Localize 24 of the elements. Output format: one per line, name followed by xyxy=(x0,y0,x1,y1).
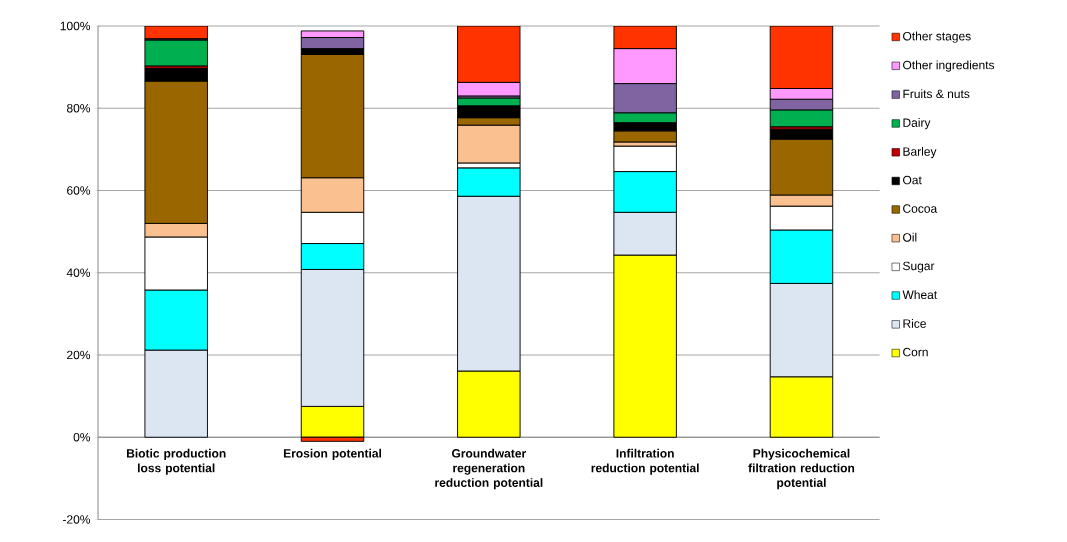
y-tick-label: -20% xyxy=(63,515,91,524)
y-tick-label: 100% xyxy=(60,21,91,31)
legend-label: Fruits & nuts xyxy=(903,89,970,99)
x-tick-label: Physicochemical filtration reduction potential xyxy=(748,448,855,490)
x-tick-label: Groundwater regeneration reduction potential xyxy=(435,448,543,490)
y-tick-label: 0% xyxy=(73,432,91,442)
y-tick-label: 60% xyxy=(67,186,91,195)
x-tick-label: Infiltration reduction potential xyxy=(591,448,699,475)
legend-label: Sugar xyxy=(903,261,935,273)
legend-label: Cocoa xyxy=(903,204,938,213)
legend-label: Oat xyxy=(903,175,922,185)
y-tick-label: 20% xyxy=(67,350,91,360)
legend-label: Other ingredients xyxy=(903,60,995,72)
x-tick-label: Biotic production loss potential xyxy=(126,448,226,475)
x-tick-label: Erosion potential xyxy=(283,448,382,460)
legend-label: Wheat xyxy=(902,290,938,299)
y-tick-label: 80% xyxy=(66,103,91,113)
legend-label: Corn xyxy=(903,347,928,357)
legend-label: Barley xyxy=(903,146,937,159)
legend-label: Dairy xyxy=(903,118,931,130)
legend-label: Oil xyxy=(903,232,917,242)
legend-label: Other stages xyxy=(903,31,971,43)
y-tick-label: 40% xyxy=(66,268,91,277)
legend-label: Rice xyxy=(903,318,926,328)
